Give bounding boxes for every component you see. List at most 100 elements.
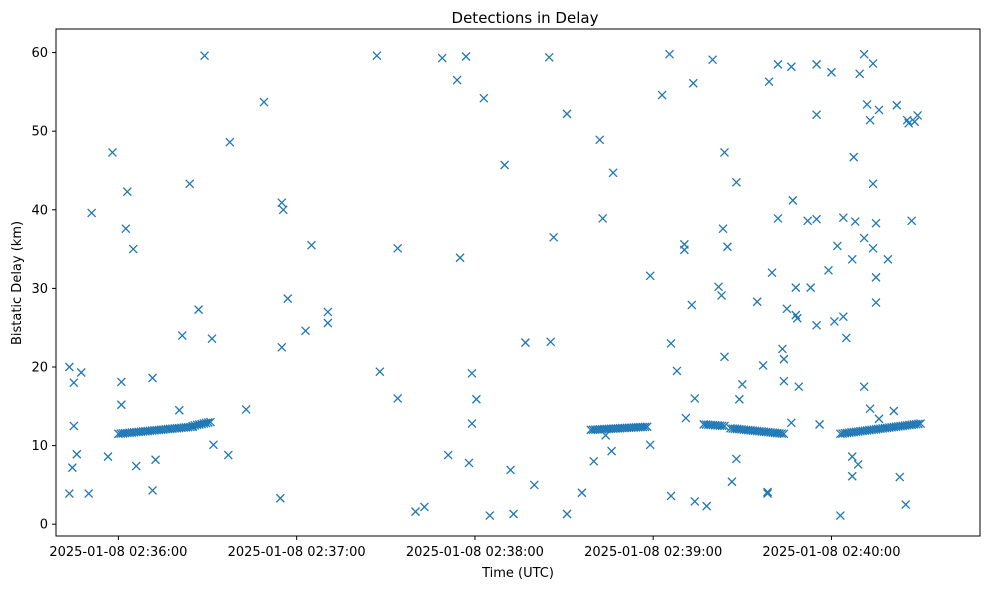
data-point — [889, 406, 899, 416]
data-point — [688, 78, 698, 88]
data-point — [777, 344, 787, 354]
data-points — [64, 49, 926, 521]
data-point — [904, 118, 914, 128]
data-point — [737, 379, 747, 389]
data-point — [121, 224, 131, 234]
data-point — [794, 382, 804, 392]
data-point — [824, 265, 833, 275]
data-point — [672, 366, 682, 376]
data-point — [859, 233, 869, 243]
data-point — [307, 240, 316, 250]
data-point — [595, 135, 605, 145]
x-tick-label: 2025-01-08 02:39:00 — [584, 545, 722, 560]
x-axis-label: Time (UTC) — [481, 566, 554, 581]
data-point — [806, 283, 816, 293]
data-point — [64, 362, 74, 372]
y-tick-label: 0 — [40, 518, 48, 533]
data-point — [443, 450, 453, 460]
y-tick-label: 10 — [31, 439, 48, 454]
data-point — [916, 419, 926, 429]
data-point — [871, 272, 881, 282]
data-point — [779, 354, 789, 364]
data-point — [323, 307, 333, 317]
data-point — [128, 244, 138, 254]
data-point — [259, 97, 269, 107]
y-tick-label: 60 — [31, 46, 48, 61]
data-point — [301, 326, 311, 336]
data-point — [275, 493, 285, 503]
data-point — [895, 472, 905, 482]
data-point — [679, 245, 689, 255]
y-axis-ticks: 0 10 20 30 40 50 60 — [31, 46, 56, 533]
data-point — [786, 62, 796, 72]
data-point — [859, 382, 869, 392]
data-point — [207, 334, 217, 344]
data-point — [718, 224, 728, 234]
data-point — [645, 271, 655, 281]
data-point — [645, 440, 655, 450]
data-point — [174, 405, 184, 415]
data-point — [607, 446, 617, 456]
data-point — [681, 413, 691, 423]
data-point — [241, 404, 251, 414]
data-point — [714, 282, 724, 292]
data-point — [855, 69, 865, 79]
data-point — [687, 300, 697, 310]
data-point — [791, 310, 801, 320]
data-point — [764, 77, 774, 87]
data-point — [874, 414, 884, 424]
data-point — [437, 53, 447, 63]
data-point — [803, 216, 813, 226]
data-point — [859, 49, 869, 59]
data-point — [717, 291, 726, 300]
data-point — [546, 337, 556, 347]
data-point — [87, 208, 97, 218]
data-point — [773, 59, 783, 69]
data-point — [666, 491, 676, 501]
data-point — [708, 55, 718, 65]
data-point — [902, 115, 912, 125]
data-point — [278, 205, 288, 215]
data-point — [853, 460, 863, 469]
data-point — [67, 463, 77, 473]
data-point — [148, 485, 158, 495]
data-point — [455, 253, 465, 263]
data-point — [849, 152, 859, 162]
data-point — [148, 373, 158, 383]
data-point — [608, 168, 618, 178]
data-point — [868, 59, 878, 69]
y-tick-label: 20 — [31, 361, 48, 376]
data-point — [874, 105, 884, 115]
data-point — [835, 511, 845, 521]
data-point — [479, 93, 489, 103]
data-point — [500, 160, 510, 170]
data-point — [657, 90, 667, 100]
data-point — [464, 458, 474, 468]
data-point — [767, 268, 777, 278]
plot-frame — [55, 28, 981, 537]
data-point — [64, 489, 74, 499]
data-point — [103, 452, 113, 462]
data-point — [913, 111, 923, 120]
data-point — [779, 376, 789, 386]
data-point — [471, 394, 481, 404]
data-point — [69, 421, 79, 431]
data-point — [225, 137, 235, 147]
data-point — [419, 502, 429, 512]
y-axis-label: Bistatic Delay (km) — [10, 221, 25, 345]
data-point — [786, 418, 796, 428]
data-point — [76, 368, 86, 377]
data-point — [850, 217, 860, 227]
data-point — [910, 117, 920, 127]
data-point — [200, 51, 210, 61]
data-point — [826, 67, 836, 77]
data-point — [752, 297, 762, 307]
data-point — [84, 489, 94, 499]
data-point — [529, 480, 539, 490]
x-tick-label: 2025-01-08 02:38:00 — [406, 545, 544, 560]
data-point — [194, 305, 204, 315]
data-point — [758, 360, 768, 370]
data-point — [829, 316, 839, 326]
data-point — [372, 51, 382, 61]
